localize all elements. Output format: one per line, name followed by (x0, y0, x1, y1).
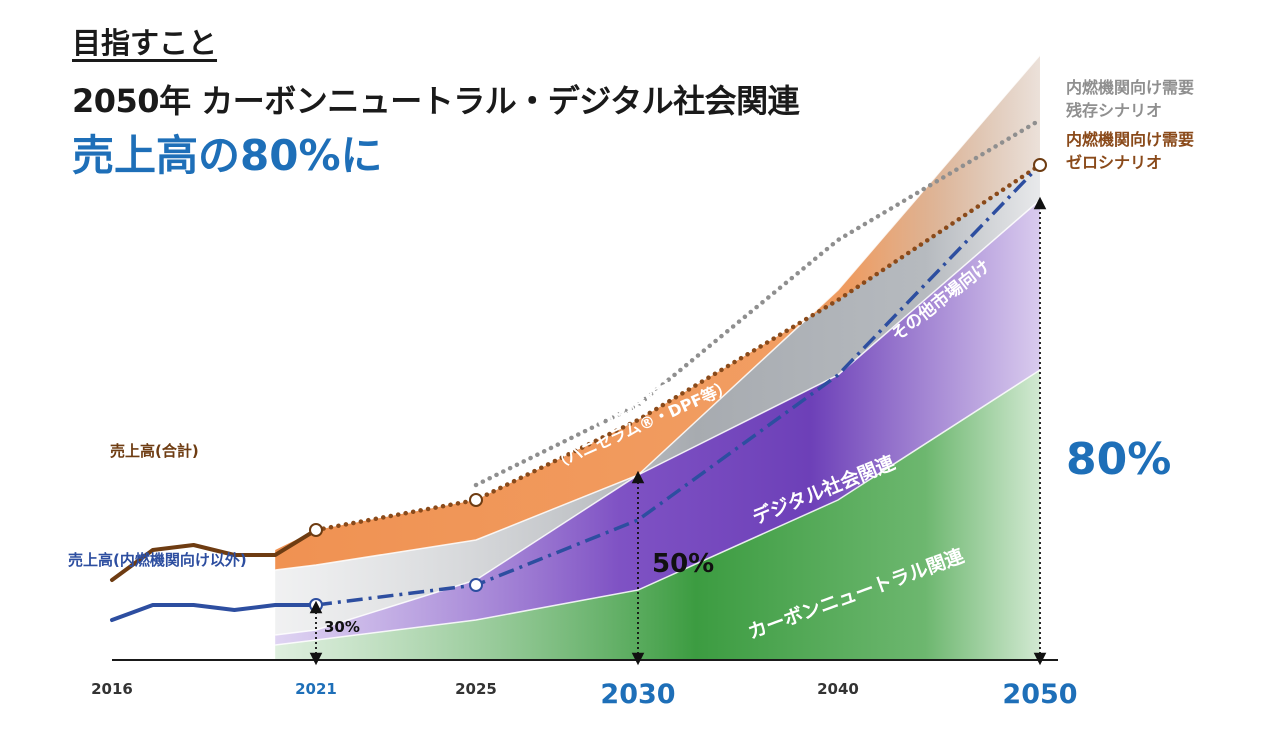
area-digital-society-edge (275, 369, 1041, 646)
line-non-ice-sales (110, 603, 318, 622)
label-zero-scenario: 内燃機関向け需要 (1066, 130, 1194, 149)
area-other-markets (275, 55, 1040, 635)
data-point-marker (469, 578, 483, 592)
section-heading: 目指すこと (72, 26, 218, 60)
label-remain-scenario: 内燃機関向け需要 (1066, 78, 1194, 97)
label-remain-scenario: 残存シナリオ (1066, 101, 1162, 120)
x-tick-label: 2025 (455, 680, 497, 698)
area-other-markets-edge (275, 54, 1041, 571)
data-point-marker (1033, 158, 1047, 172)
data-point-marker (469, 493, 483, 507)
x-tick-label: 2040 (817, 680, 859, 698)
area-other-markets-edge (275, 199, 1041, 636)
data-point-marker (309, 523, 323, 537)
x-tick-label: 2016 (91, 680, 133, 698)
line-zero-scenario (313, 162, 1043, 533)
label-zero-scenario: ゼロシナリオ (1066, 153, 1162, 172)
x-tick-label: 2050 (1002, 679, 1077, 710)
share-label: 80% (1066, 434, 1171, 485)
share-label: 50% (652, 549, 714, 579)
x-tick-label: 2021 (295, 680, 337, 698)
line-remain-scenario (473, 117, 1043, 488)
label-total-sales: 売上高(合計) (110, 442, 199, 460)
area-digital-society (275, 200, 1040, 645)
line-total-sales (110, 528, 318, 582)
x-tick-label: 2030 (600, 679, 675, 710)
label-non-ice-sales: 売上高(内燃機関向け以外) (68, 551, 247, 569)
share-label: 30% (324, 618, 360, 636)
data-point-marker (309, 598, 323, 612)
page-subtitle: 売上高の80%に (72, 131, 383, 180)
page-title: 2050年 カーボンニュートラル・デジタル社会関連 (72, 82, 800, 120)
line-non-ice-projection (315, 163, 1042, 607)
area-carbon-neutral (275, 370, 1040, 660)
